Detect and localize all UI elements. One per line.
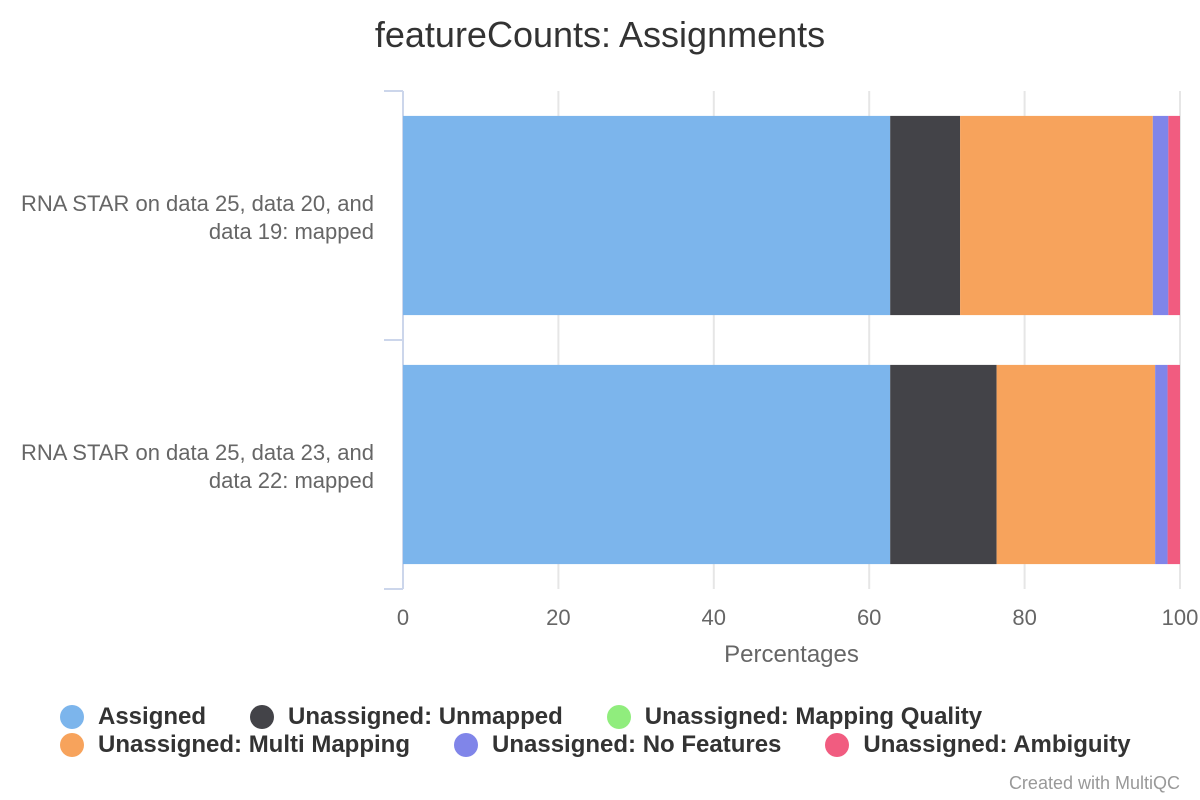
legend-label: Unassigned: Unmapped: [288, 703, 563, 730]
bar-segment: [403, 364, 891, 565]
bar-segment: [960, 115, 1153, 316]
x-tick-label: 20: [546, 605, 571, 630]
legend-row: Assigned Unassigned: Unmapped Unassigned: …: [60, 703, 1180, 731]
bar-segment: [1152, 115, 1169, 316]
legend-swatch-icon: [454, 733, 478, 757]
category-label: RNA STAR on data 25, data 20, and data 19…: [0, 190, 374, 246]
legend-swatch-icon: [60, 705, 84, 729]
bar-segment: [1155, 364, 1168, 565]
bar-segment: [403, 115, 891, 316]
category-label: RNA STAR on data 25, data 23, and data 22…: [0, 439, 374, 495]
x-tick-label: 80: [1012, 605, 1037, 630]
bar-segment: [1167, 364, 1180, 565]
bar-segment: [890, 115, 961, 316]
category-label-line: data 19: mapped: [208, 218, 374, 244]
x-tick-label: 100: [1161, 605, 1199, 630]
legend-item[interactable]: Unassigned: Multi Mapping: [60, 731, 410, 759]
legend-swatch-icon: [60, 733, 84, 757]
x-tick-label: 0: [396, 605, 410, 630]
category-label-line: data 22: mapped: [208, 467, 374, 493]
bar-segment: [890, 364, 997, 565]
bar-segment: [1168, 115, 1180, 316]
legend-label: Unassigned: No Features: [492, 731, 782, 758]
legend-swatch-icon: [825, 733, 850, 757]
legend-item[interactable]: Unassigned: Ambiguity: [825, 731, 1131, 759]
legend-label: Assigned: [98, 703, 207, 730]
category-label-line: RNA STAR on data 25, data 20, and: [20, 190, 374, 216]
credits-text[interactable]: Created with MultiQC: [1008, 773, 1180, 793]
bar-segment: [996, 364, 1156, 565]
x-tick-label: 60: [856, 605, 882, 630]
legend-label: Unassigned: Mapping Quality: [644, 703, 983, 730]
legend-label: Unassigned: Ambiguity: [863, 731, 1131, 758]
legend-item[interactable]: Unassigned: No Features: [454, 731, 781, 759]
legend-swatch-icon: [606, 705, 631, 729]
legend-swatch-icon: [250, 705, 275, 729]
legend-item[interactable]: Unassigned: Unmapped: [250, 703, 563, 731]
x-axis-title: Percentages: [724, 641, 859, 668]
legend: Assigned Unassigned: Unmapped Unassigned: …: [60, 703, 1180, 759]
legend-label: Unassigned: Multi Mapping: [98, 731, 410, 758]
chart-title: featureCounts: Assignments: [374, 14, 826, 55]
x-tick-label: 40: [701, 605, 727, 630]
legend-item[interactable]: Unassigned: Mapping Quality: [606, 703, 983, 731]
category-label-line: RNA STAR on data 25, data 23, and: [20, 439, 374, 465]
legend-row: Unassigned: Multi Mapping Unassigned: No …: [60, 731, 1180, 759]
legend-item[interactable]: Assigned: [60, 703, 206, 731]
